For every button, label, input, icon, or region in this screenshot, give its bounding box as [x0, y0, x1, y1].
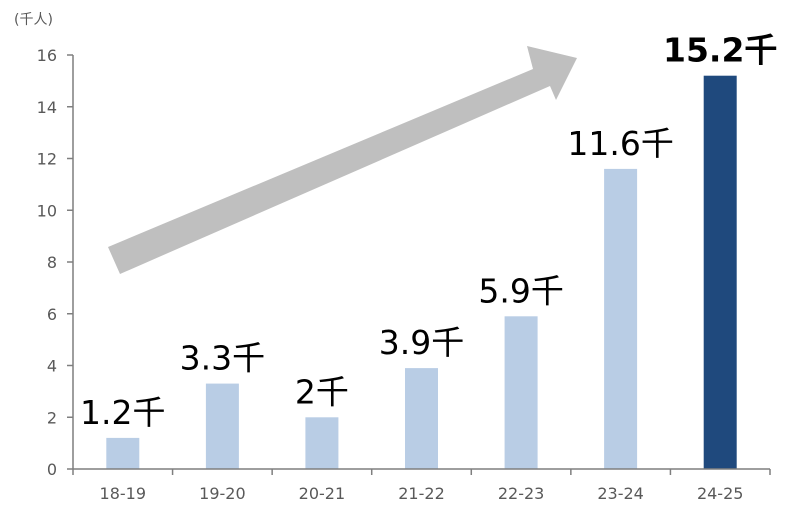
y-tick-label-14: 14 — [37, 98, 57, 117]
y-tick-label-4: 4 — [47, 357, 57, 376]
data-label-22-23: 5.9千 — [478, 271, 563, 310]
bar-19-20 — [205, 383, 239, 469]
data-label-21-22: 3.9千 — [379, 323, 464, 362]
x-tick-label-22-23: 22-23 — [498, 484, 545, 503]
x-tick-label-23-24: 23-24 — [597, 484, 644, 503]
x-tick-label-18-19: 18-19 — [100, 484, 147, 503]
trend-arrow — [108, 46, 577, 274]
data-labels: 1.2千 3.3千 2千 3.9千 5.9千 11.6千 15.2千 — [80, 31, 777, 432]
bar-20-21 — [305, 417, 339, 470]
bar-21-22 — [405, 368, 438, 469]
y-tick-label-6: 6 — [47, 305, 57, 324]
x-tick-label-21-22: 21-22 — [398, 484, 445, 503]
y-tick-label-0: 0 — [47, 460, 57, 479]
x-tick-label-20-21: 20-21 — [299, 484, 346, 503]
data-label-24-25: 15.2千 — [663, 31, 777, 70]
bar-22-23 — [504, 316, 538, 469]
x-tick-label-24-25: 24-25 — [697, 484, 744, 503]
y-tick-label-16: 16 — [37, 46, 57, 65]
data-label-19-20: 3.3千 — [180, 339, 265, 378]
y-tick-label-12: 12 — [37, 150, 57, 169]
data-label-23-24: 11.6千 — [567, 124, 673, 163]
x-axis: 18-19 19-20 20-21 21-22 22-23 23-24 24-25 — [72, 468, 771, 503]
y-tick-label-10: 10 — [37, 201, 57, 220]
data-label-20-21: 2千 — [295, 372, 349, 411]
x-tick-label-19-20: 19-20 — [199, 484, 246, 503]
y-unit-label: (千人) — [14, 12, 53, 28]
data-label-18-19: 1.2千 — [80, 393, 165, 432]
y-tick-label-8: 8 — [47, 253, 57, 272]
bar-18-19 — [106, 437, 140, 469]
y-axis: 0 2 4 6 8 10 12 14 16 — [37, 46, 74, 479]
bars — [106, 75, 737, 470]
y-tick-label-2: 2 — [47, 408, 57, 427]
trend-arrow-shape — [108, 46, 577, 274]
bar-24-25 — [703, 75, 737, 469]
bar-23-24 — [604, 168, 638, 469]
